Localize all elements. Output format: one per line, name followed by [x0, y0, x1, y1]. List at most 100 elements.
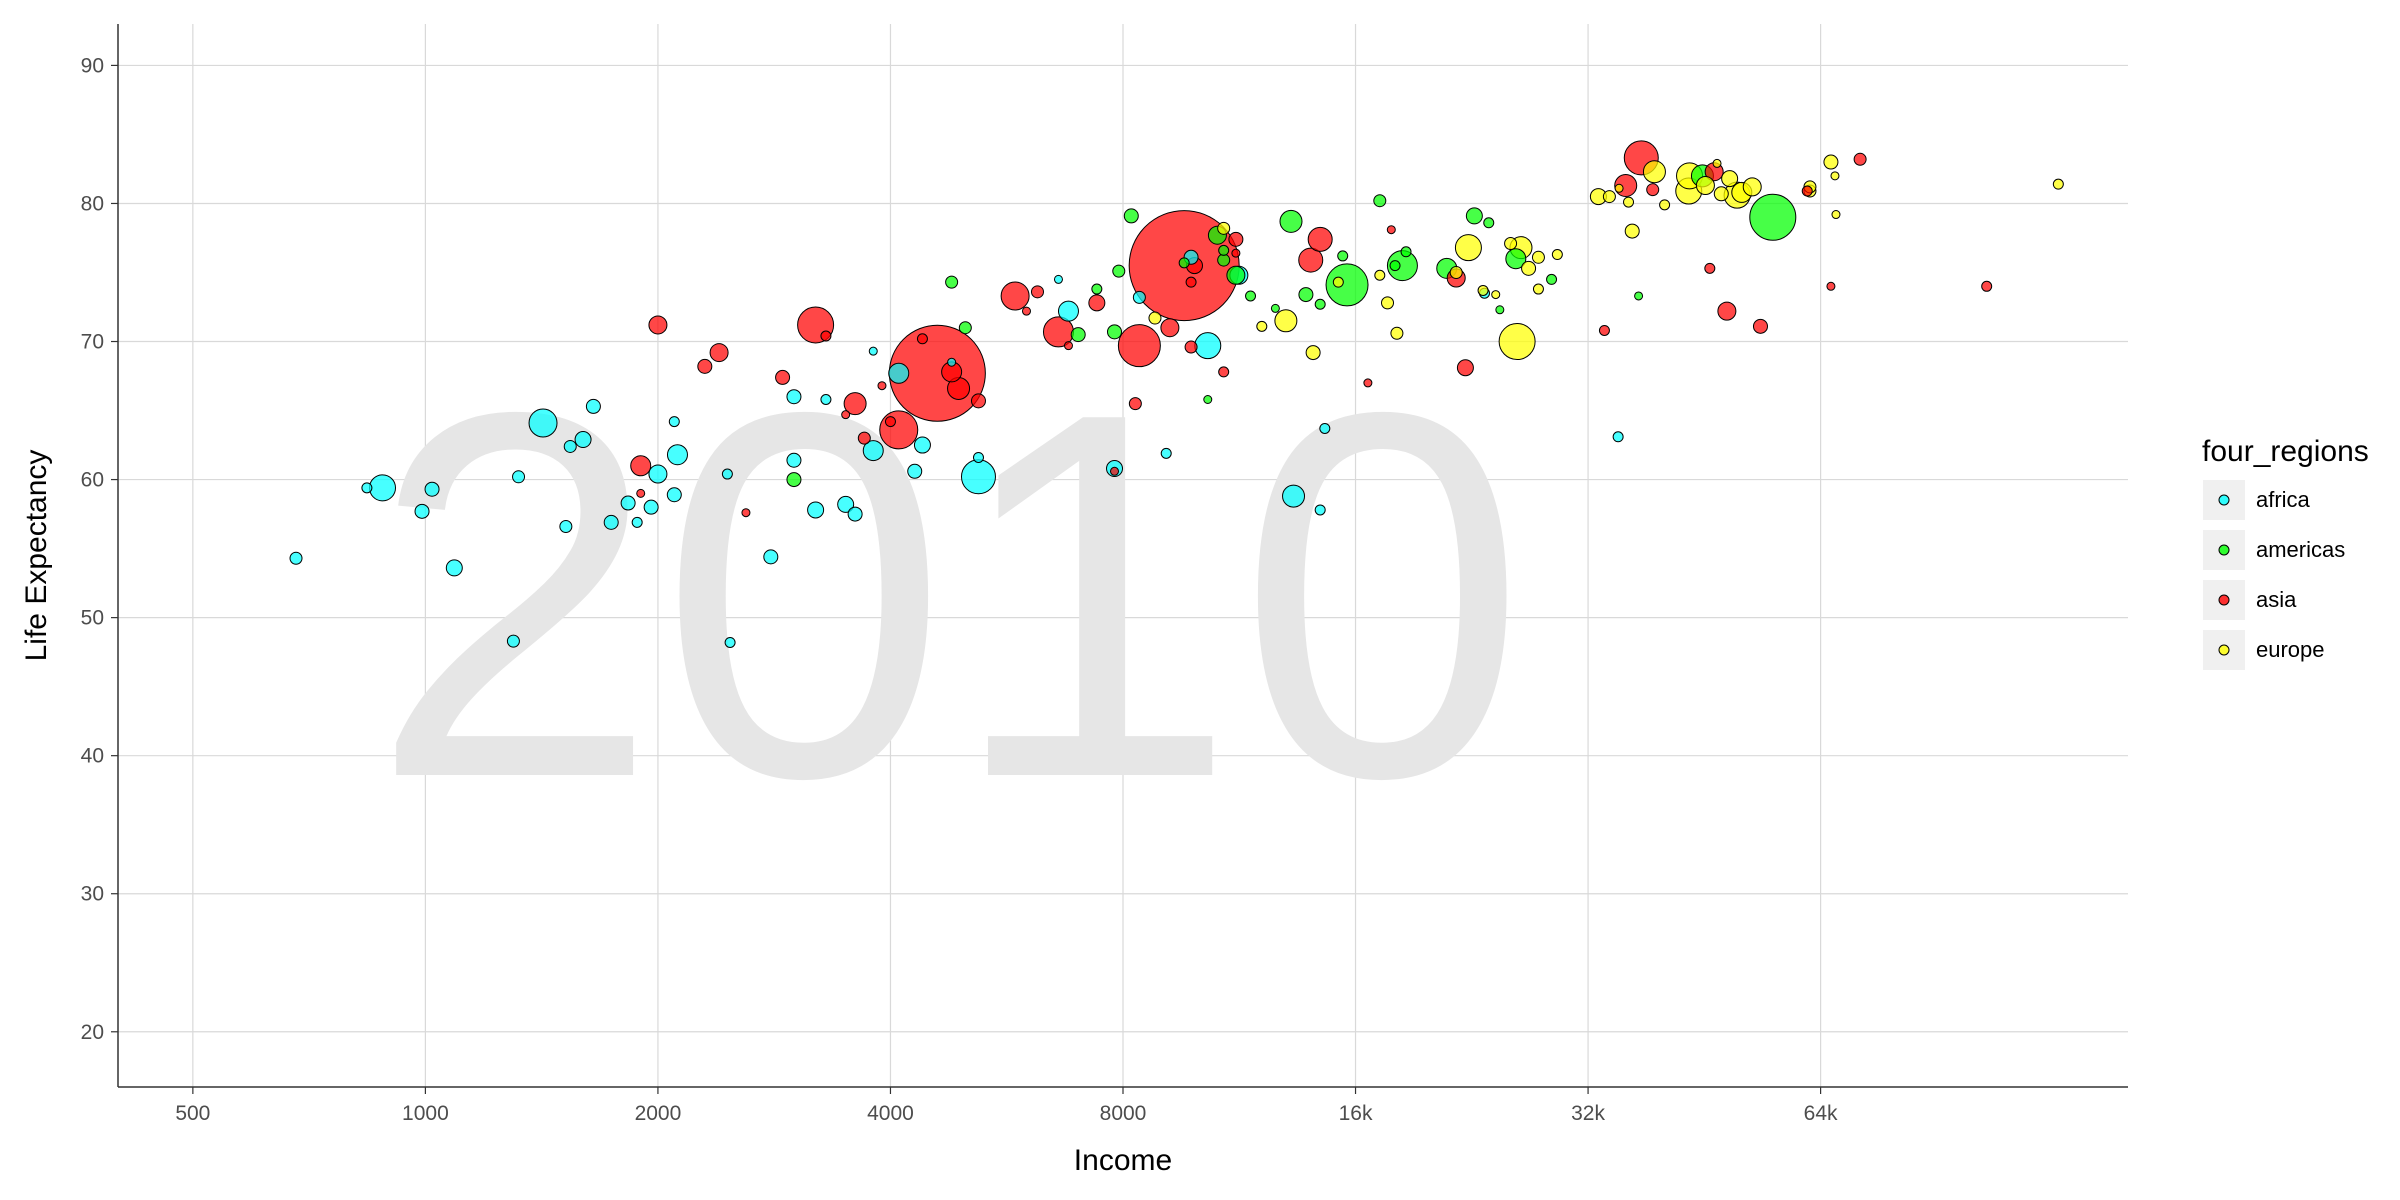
legend: four_regions africa americas asia europe	[2202, 435, 2369, 670]
data-point-asia	[1853, 152, 1867, 166]
data-point-americas	[1070, 327, 1086, 343]
data-point-europe	[1498, 323, 1536, 361]
data-point-asia	[841, 410, 851, 420]
data-point-africa	[763, 549, 779, 565]
x-tick-label: 64k	[1804, 1102, 1838, 1125]
data-point-europe	[1551, 249, 1563, 261]
y-tick-label: 60	[81, 469, 104, 492]
data-point-africa	[1194, 332, 1222, 360]
legend-label: europe	[2256, 637, 2325, 662]
legend-item-europe: europe	[2203, 630, 2325, 670]
data-point-europe	[1642, 160, 1666, 184]
data-point-africa	[1319, 422, 1331, 434]
data-point-europe	[1614, 183, 1624, 193]
data-point-americas	[1465, 207, 1483, 225]
y-tick-label: 20	[81, 1021, 104, 1044]
data-point-africa	[960, 459, 996, 495]
data-point-asia	[1826, 281, 1836, 291]
data-point-asia	[1128, 397, 1142, 411]
x-axis-title: Income	[1074, 1144, 1172, 1177]
y-axis-ticks: 20 30 40 50 60 70 80 90	[81, 54, 118, 1044]
data-point-americas	[1325, 263, 1369, 307]
data-point-asia	[1298, 247, 1324, 273]
data-point-europe	[1332, 276, 1344, 288]
data-point-asia	[648, 315, 668, 335]
data-point-africa	[888, 362, 910, 384]
legend-title: four_regions	[2202, 435, 2369, 468]
data-point-americas	[1218, 244, 1230, 256]
data-point-europe	[1659, 199, 1671, 211]
data-point-europe	[1504, 237, 1518, 251]
data-point-americas	[1107, 324, 1123, 340]
data-point-asia	[877, 381, 887, 391]
data-point-asia	[1185, 276, 1197, 288]
data-point-americas	[1270, 303, 1280, 313]
data-points	[289, 140, 2064, 648]
data-point-europe	[1274, 309, 1298, 333]
data-point-asia	[1184, 340, 1198, 354]
data-point-africa	[666, 444, 688, 466]
data-point-asia	[1307, 226, 1333, 252]
data-point-americas	[1337, 250, 1349, 262]
data-point-africa	[721, 468, 733, 480]
data-point-africa	[868, 346, 878, 356]
data-point-asia	[1021, 306, 1031, 316]
data-point-europe	[1742, 177, 1762, 197]
data-point-africa	[563, 439, 577, 453]
data-point-americas	[958, 321, 972, 335]
data-point-asia	[1110, 466, 1120, 476]
data-point-europe	[1830, 171, 1840, 181]
data-point-africa	[1612, 431, 1624, 443]
data-point-europe	[1532, 283, 1544, 295]
data-point-africa	[820, 394, 832, 406]
data-point-asia	[1717, 301, 1737, 321]
data-point-africa	[1314, 504, 1326, 516]
data-point-asia	[709, 343, 729, 363]
x-tick-label: 2000	[635, 1102, 682, 1125]
data-point-europe	[1602, 190, 1616, 204]
data-point-africa	[724, 636, 736, 648]
y-tick-label: 70	[81, 331, 104, 354]
data-point-asia	[1456, 359, 1474, 377]
data-point-europe	[1305, 345, 1321, 361]
data-point-europe	[1374, 269, 1386, 281]
data-point-asia	[775, 369, 791, 385]
data-point-asia	[916, 333, 928, 345]
data-point-asia	[1386, 225, 1396, 235]
data-point-africa	[786, 389, 802, 405]
data-point-africa	[1282, 484, 1306, 508]
data-point-africa	[506, 634, 520, 648]
data-point-africa	[445, 559, 463, 577]
legend-label: africa	[2256, 487, 2311, 512]
data-point-europe	[1531, 250, 1545, 264]
legend-swatch	[2218, 544, 2230, 556]
legend-label: asia	[2256, 587, 2297, 612]
data-point-asia	[636, 488, 646, 498]
data-point-asia	[1063, 341, 1073, 351]
y-axis-title: Life Expectancy	[20, 450, 53, 662]
x-tick-label: 16k	[1339, 1102, 1373, 1125]
data-point-africa	[414, 503, 430, 519]
data-point-asia	[1228, 231, 1244, 247]
data-point-africa	[648, 464, 668, 484]
data-point-europe	[1695, 176, 1715, 196]
data-point-europe	[1454, 234, 1482, 262]
data-point-americas	[1178, 257, 1190, 269]
data-point-africa	[528, 408, 558, 438]
data-point-africa	[424, 481, 440, 497]
data-point-americas	[1546, 273, 1558, 285]
legend-item-africa: africa	[2203, 480, 2311, 520]
data-point-asia	[884, 416, 896, 428]
data-point-europe	[2052, 178, 2064, 190]
data-point-africa	[1132, 290, 1146, 304]
y-tick-label: 40	[81, 745, 104, 768]
data-point-americas	[1298, 287, 1314, 303]
data-point-americas	[1373, 194, 1387, 208]
data-point-asia	[970, 393, 986, 409]
data-point-asia	[1117, 324, 1161, 368]
data-point-americas	[1314, 298, 1326, 310]
data-point-europe	[1713, 186, 1729, 202]
data-point-americas	[1495, 305, 1505, 315]
data-point-africa	[631, 516, 643, 528]
